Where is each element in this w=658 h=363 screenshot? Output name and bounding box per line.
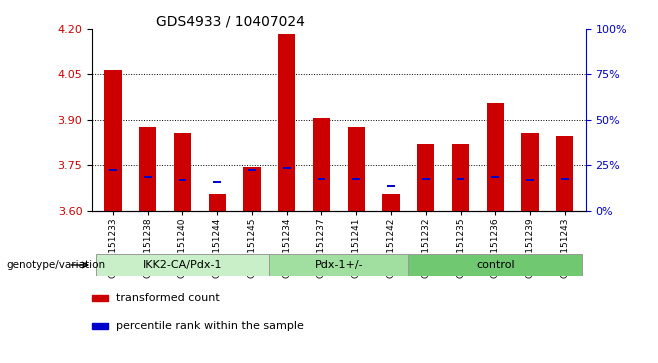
Bar [457, 178, 465, 180]
Bar [243, 167, 261, 211]
Bar [139, 127, 157, 211]
Bar [109, 169, 117, 171]
Bar [492, 176, 499, 178]
Bar [104, 70, 122, 211]
Bar [269, 254, 409, 276]
Bar [209, 194, 226, 211]
Bar [387, 185, 395, 187]
Bar [521, 133, 539, 211]
Bar [556, 136, 574, 211]
Bar [144, 176, 151, 178]
Text: IKK2-CA/Pdx-1: IKK2-CA/Pdx-1 [143, 260, 222, 270]
Text: Pdx-1+/-: Pdx-1+/- [315, 260, 363, 270]
Bar [278, 34, 295, 211]
Bar [313, 118, 330, 211]
Text: control: control [476, 260, 515, 270]
Bar [213, 181, 221, 183]
Text: transformed count: transformed count [116, 293, 220, 303]
Bar [92, 295, 108, 301]
Bar [347, 127, 365, 211]
Bar [417, 144, 434, 211]
Bar [174, 133, 191, 211]
Bar [486, 103, 504, 211]
Bar [283, 167, 291, 169]
Bar [452, 144, 469, 211]
Bar [382, 194, 399, 211]
Bar [179, 179, 186, 182]
Bar [526, 179, 534, 182]
Bar [409, 254, 582, 276]
Bar [248, 169, 256, 171]
Text: GDS4933 / 10407024: GDS4933 / 10407024 [156, 15, 305, 29]
Bar [92, 323, 108, 329]
Text: percentile rank within the sample: percentile rank within the sample [116, 321, 304, 331]
Bar [318, 178, 325, 180]
Bar [95, 254, 269, 276]
Bar [353, 178, 360, 180]
Text: genotype/variation: genotype/variation [7, 260, 106, 270]
Bar [561, 178, 569, 180]
Bar [422, 178, 430, 180]
